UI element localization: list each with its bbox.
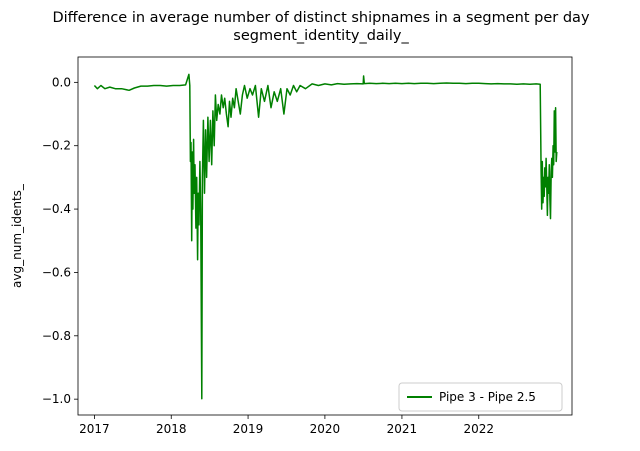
chart-title-line-2: segment_identity_daily_ [233, 28, 409, 44]
x-tick-label: 2021 [387, 422, 418, 436]
x-tick-label: 2018 [156, 422, 187, 436]
plot-area [93, 73, 558, 400]
y-tick-label: −1.0 [42, 392, 71, 406]
y-tick-label: 0.0 [52, 75, 71, 89]
series-line-0 [93, 73, 558, 400]
y-axis-label: avg_num_idents_ [10, 183, 24, 288]
y-tick-label: −0.4 [42, 202, 71, 216]
x-tick-label: 2017 [79, 422, 110, 436]
axes-frame [77, 56, 573, 416]
y-tick-label: −0.2 [42, 139, 71, 153]
y-tick-label: −0.6 [42, 265, 71, 279]
x-tick-label: 2022 [463, 422, 494, 436]
y-tick-label: −0.8 [42, 329, 71, 343]
chart-title-line-1: Difference in average number of distinct… [52, 10, 589, 26]
legend-box [398, 382, 563, 412]
axes: 2017 2018 2019 2020 2021 2022 0.0 −0.2 −0.4 −0.6 −… [42, 56, 573, 436]
x-tick-label: 2019 [233, 422, 264, 436]
legend: Pipe 3 - Pipe 2.5 [398, 382, 563, 412]
legend-entry-label: Pipe 3 - Pipe 2.5 [439, 390, 536, 404]
x-tick-label: 2020 [310, 422, 341, 436]
